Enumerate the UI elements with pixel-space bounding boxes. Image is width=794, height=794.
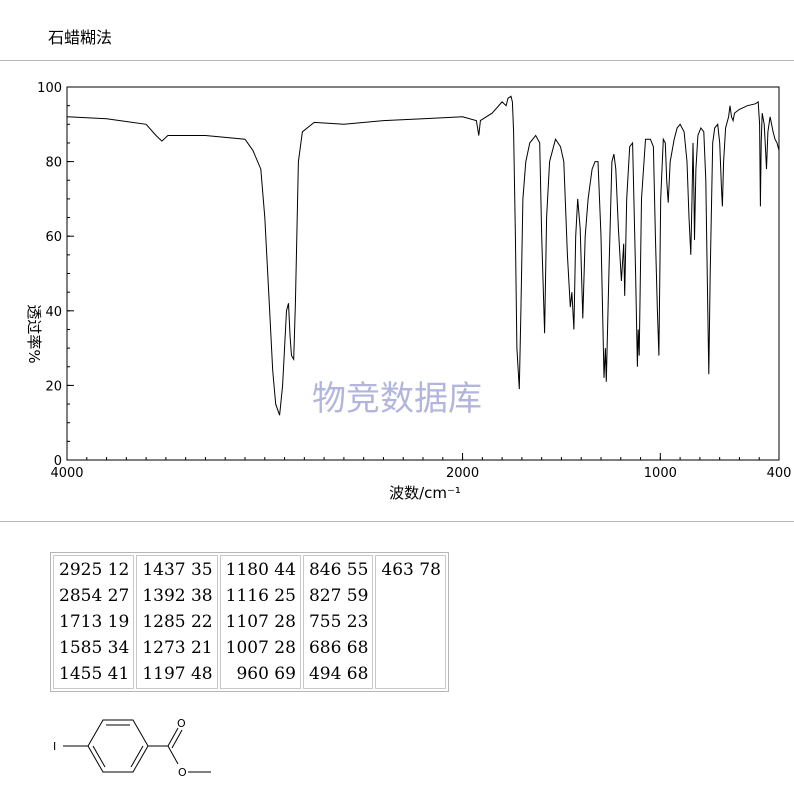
x-tick-label: 4000 [50,466,83,481]
peak-column: 463 78 [375,555,446,689]
peak-entry: 686 68 [308,638,369,658]
bond-c-o-double [167,727,179,747]
peak-entry: 463 78 [381,560,441,580]
peak-entry: 1455 41 [59,664,130,684]
peak-entry: 1180 44 [225,560,296,580]
peak-table: 2925 12 2854 27 1713 19 1585 34 1455 41 1437 … [50,552,449,692]
y-tick-label: 100 [37,81,62,96]
peak-entry: 846 55 [308,560,369,580]
x-tick-label: 400 [767,466,792,481]
atom-label-ester-oxygen: O [178,766,187,779]
peak-entry: 1116 25 [225,586,296,606]
peak-entry: 755 23 [308,612,369,632]
bond-c-o-double [171,729,183,749]
y-tick-label: 80 [45,156,62,171]
bond-c-o-single [167,745,179,765]
peak-column: 846 55 827 59 755 23 686 68 494 68 [302,555,374,689]
peak-entry: 1107 28 [225,612,296,632]
y-tick-label: 0 [54,454,62,469]
peak-entry: 1437 35 [142,560,213,580]
divider-top [0,60,794,61]
peak-entry: 1713 19 [59,612,130,632]
peak-entry: 1285 22 [142,612,213,632]
structure-diagram: I O O [53,717,211,779]
x-tick-label: 1000 [644,466,677,481]
benzene-ring [87,719,149,773]
peak-entry: 827 59 [308,586,369,606]
atom-label-iodine: I [53,740,56,753]
peak-column: 1437 35 1392 38 1285 22 1273 21 1197 48 [136,555,218,689]
transmittance-trace [66,95,780,416]
peak-table-row: 2925 12 2854 27 1713 19 1585 34 1455 41 1437 … [53,555,446,689]
ring-double-bond [92,745,106,768]
peak-entry: 1197 48 [142,664,213,684]
peak-entry: 2854 27 [59,586,130,606]
x-tick-label: 2000 [446,466,479,481]
peak-entry: 1585 34 [59,638,130,658]
y-tick-label: 40 [45,305,62,320]
y-tick-label: 60 [45,230,62,245]
ring-double-bond [130,745,144,768]
peak-entry: 494 68 [308,664,369,684]
peak-column: 1180 44 1116 25 1107 28 1007 28 960 69 [219,555,301,689]
peak-entry: 960 69 [236,664,296,684]
peak-entry: 1273 21 [142,638,213,658]
peak-entry: 2925 12 [59,560,130,580]
x-axis-label: 波数/cm⁻¹ [389,484,461,502]
atom-label-carbonyl-oxygen: O [177,717,186,730]
peak-entry: 1007 28 [225,638,296,658]
peak-entry: 1392 38 [142,586,213,606]
method-title: 石蜡糊法 [48,28,113,47]
y-tick-label: 20 [45,379,62,394]
divider-bottom [0,521,794,522]
peak-column: 2925 12 2854 27 1713 19 1585 34 1455 41 [53,555,135,689]
watermark-text: 物竞数据库 [312,379,482,419]
y-axis-label: 透过率% [25,304,43,363]
